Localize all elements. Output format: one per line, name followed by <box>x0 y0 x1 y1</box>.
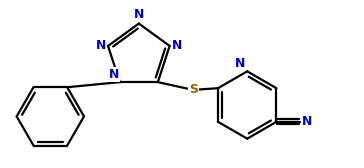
Text: N: N <box>172 39 182 52</box>
Text: S: S <box>189 83 198 96</box>
Text: N: N <box>134 8 144 21</box>
Text: N: N <box>235 57 245 70</box>
Text: N: N <box>108 68 119 81</box>
Text: N: N <box>302 115 313 128</box>
Text: N: N <box>95 39 106 52</box>
